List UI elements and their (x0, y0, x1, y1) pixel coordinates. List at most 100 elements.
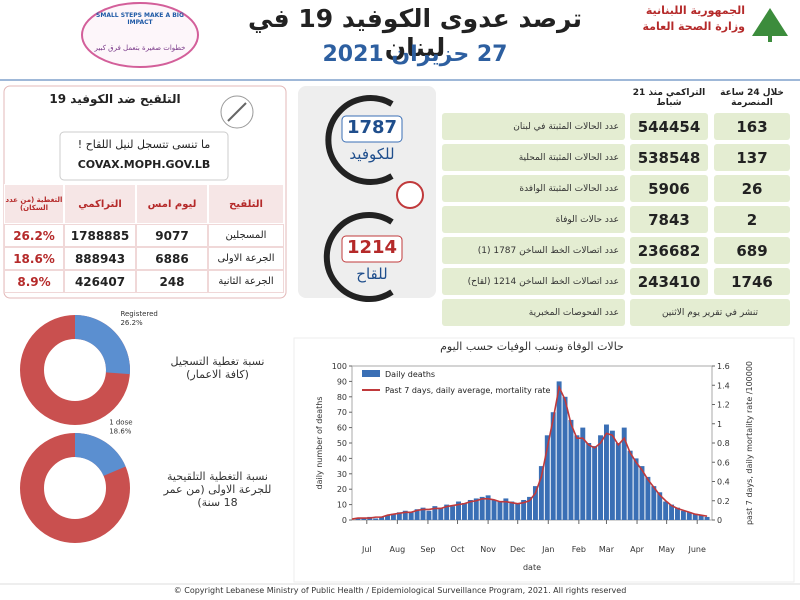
bar (562, 396, 568, 520)
vaccination-yesterday: 9077 (136, 224, 208, 247)
bar (568, 419, 574, 520)
y2-tick-label: 0.4 (717, 478, 730, 487)
bar (456, 501, 461, 520)
vaccination-label: الجرعة الثانية (208, 270, 284, 293)
bar (473, 498, 479, 520)
y2-tick-label: 0.6 (717, 458, 730, 467)
bar (580, 427, 586, 520)
column-header: التلقيح (208, 184, 284, 224)
legend-label: Daily deaths (385, 370, 435, 379)
stamp-icon (396, 181, 424, 209)
bar (633, 458, 639, 520)
bar (704, 516, 710, 520)
campaign-ar: خطوات صغيرة بتعمل فرق كبير (94, 44, 186, 52)
bar (586, 443, 592, 520)
x-tick-label: Sep (420, 545, 435, 554)
bar (479, 496, 485, 520)
x-tick-label: Oct (451, 545, 465, 554)
bar (604, 424, 609, 520)
x-tick-label: Jan (541, 545, 554, 554)
vaccination-cumulative: 888943 (64, 247, 136, 270)
bar (692, 513, 698, 520)
headset-icon (325, 95, 394, 185)
x-tick-label: Apr (630, 545, 645, 554)
department: وزارة الصحة العامة (642, 20, 746, 33)
bar (402, 510, 408, 520)
bar (491, 499, 497, 520)
bar (651, 486, 657, 520)
syringe-needle (227, 102, 247, 122)
vaccination-coverage: 8.9% (4, 270, 64, 293)
vaccination-label: الجرعة الاولى (208, 247, 284, 270)
legend-swatch (362, 370, 380, 377)
x-tick-label: May (658, 545, 675, 554)
donut-slice (75, 433, 126, 476)
bar (527, 496, 532, 520)
x-tick-label: Jul (361, 545, 372, 554)
y-tick-label: 10 (337, 501, 347, 510)
row-label: عدد حالات الوفاة (442, 206, 625, 233)
y2-axis-label: past 7 days, daily mortality rate /10000… (745, 361, 754, 525)
y-tick-label: 80 (337, 393, 347, 402)
legend-label: Past 7 days, daily average, mortality ra… (385, 386, 551, 395)
bar (497, 501, 503, 520)
slice-name: 1 dose (109, 418, 132, 426)
slice-name: Registered (120, 310, 157, 318)
campaign-logo (81, 2, 199, 68)
vaccination-cumulative: 1788885 (64, 224, 136, 247)
bar (396, 512, 402, 520)
bar (645, 476, 651, 520)
bar (550, 412, 556, 520)
bar (598, 435, 604, 520)
value-cumulative: 5906 (630, 175, 708, 202)
bar (521, 499, 527, 520)
bar (615, 443, 621, 520)
bar (361, 518, 367, 520)
bar (408, 512, 414, 520)
vaccination-label: المسجلين (208, 224, 284, 247)
bar (574, 435, 580, 520)
coverage-title: نسبة التغطية التلقيحية للجرعة الاولى (من… (163, 470, 272, 509)
slice-value: 18.6% (109, 427, 132, 435)
y2-tick-label: 0.8 (717, 439, 730, 448)
bar (544, 435, 550, 520)
value-cumulative: 236682 (630, 237, 708, 264)
bar (444, 504, 450, 520)
bar (379, 516, 385, 520)
value-cumulative: 243410 (630, 268, 708, 295)
bar (609, 430, 615, 520)
bar (438, 507, 444, 520)
value-24h: 689 (714, 237, 790, 264)
bar (467, 499, 473, 520)
y2-tick-label: 1.4 (717, 381, 730, 390)
bar (657, 492, 663, 520)
hotline-number: 1214 (346, 237, 398, 258)
y2-tick-label: 1.2 (717, 401, 730, 410)
bar (414, 509, 420, 520)
row-label: عدد الحالات المثبتة في لبنان (442, 113, 625, 140)
bar (556, 381, 562, 520)
x-tick-label: Aug (390, 545, 406, 554)
bar (627, 450, 633, 520)
bar (385, 515, 390, 520)
bar (639, 466, 645, 520)
column-header: التغطية (من عدد السكان) (4, 184, 64, 224)
x-tick-label: Feb (572, 545, 586, 554)
bar (515, 503, 521, 520)
bar (503, 498, 509, 520)
hotline-number: 1787 (346, 117, 398, 138)
vaccination-yesterday: 248 (136, 270, 208, 293)
hotline-box (341, 115, 403, 143)
value-cumulative: 544454 (630, 113, 708, 140)
slice-value: 26.2% (120, 319, 143, 327)
bar (663, 501, 669, 520)
bar (698, 515, 704, 520)
x-tick-label: Mar (599, 545, 615, 554)
headset-icon (323, 212, 394, 302)
bar (675, 507, 680, 520)
bar (461, 503, 467, 520)
column-header: التراكمي منذ 21 شباط (632, 88, 706, 108)
bar (592, 446, 598, 520)
value-24h: 137 (714, 144, 790, 171)
reminder-box (59, 131, 229, 181)
